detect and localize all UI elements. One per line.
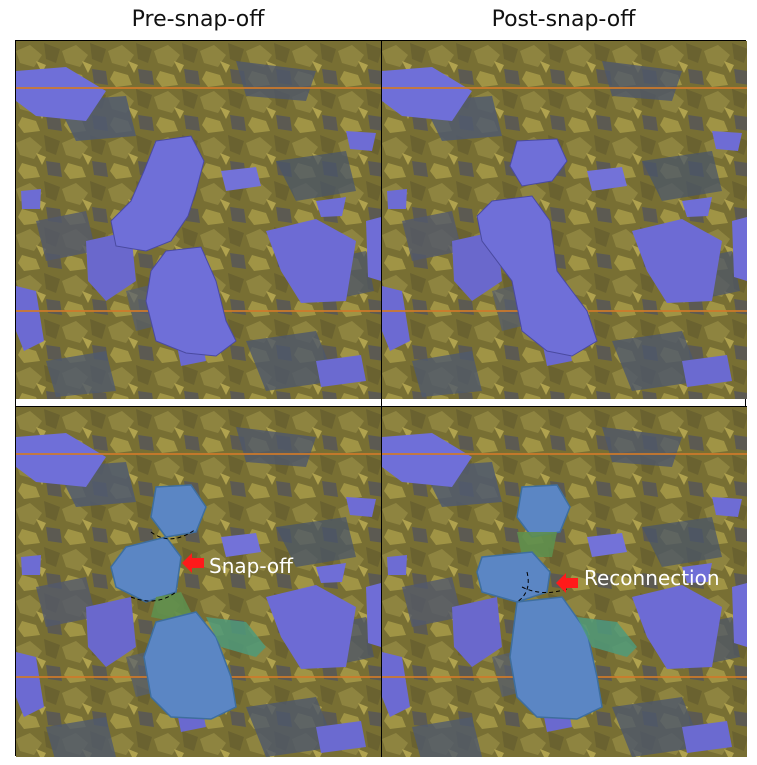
panel-top-left [16,41,382,400]
panel-top-right [381,41,747,400]
panel-bottom-right: Reconnection [381,406,747,757]
snap-off-label: Snap-off [209,554,294,578]
reconnection-label: Reconnection [584,566,720,590]
image-grid: Snap-off Reconnection [15,40,747,757]
pre-snap-off-title: Pre-snap-off [131,7,265,32]
snap-off-arrow-icon [182,553,204,573]
post-snap-off-title: Post-snap-off [491,7,636,32]
reconnection-arrow-icon [556,573,578,593]
panel-bottom-left: Snap-off [16,406,382,757]
micro-ct-panels: Snap-off Reconnection [16,41,747,757]
